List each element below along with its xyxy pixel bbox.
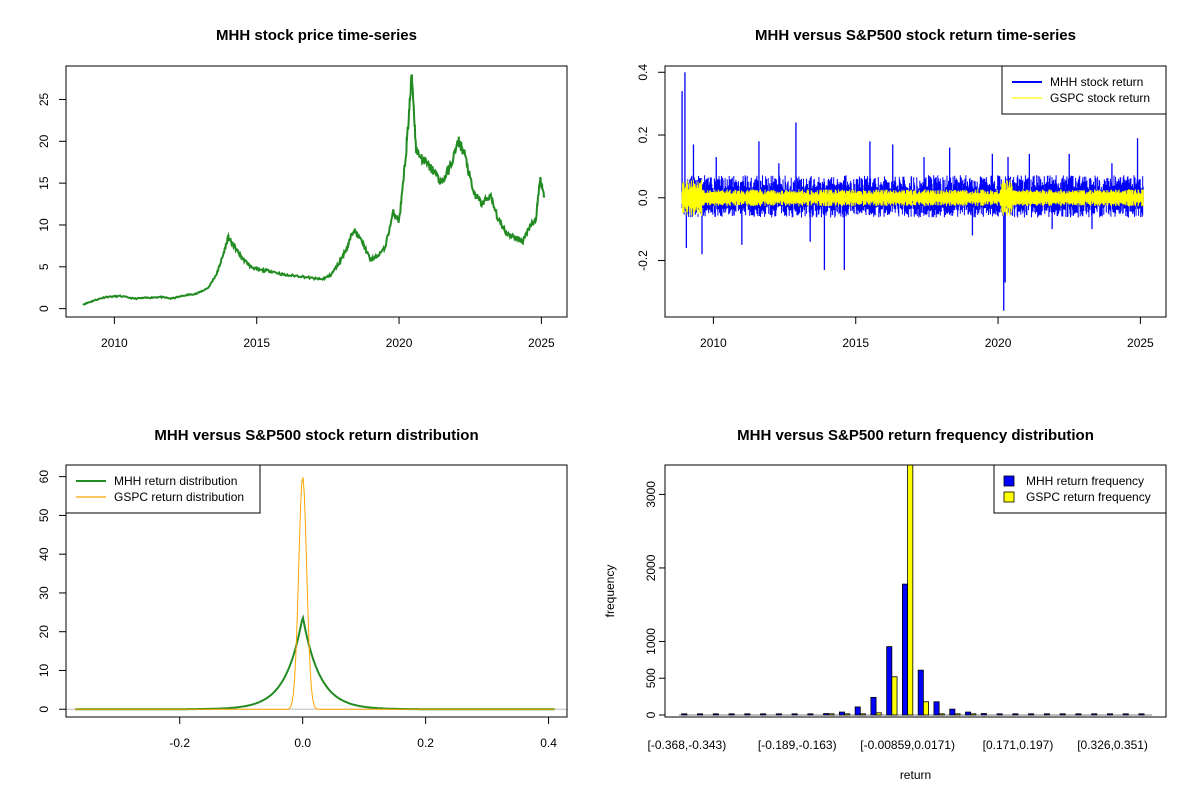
gspc-hist-bar — [891, 676, 898, 716]
y-tick-label: 10 — [37, 218, 51, 232]
x-tick-label: 2010 — [101, 336, 128, 350]
mhh-density-line — [75, 614, 555, 711]
x-axis-label: return — [900, 768, 931, 782]
plot-frame — [664, 464, 1167, 718]
y-tick-label: 20 — [37, 134, 51, 148]
legend-box — [993, 464, 1167, 514]
legend-box — [65, 464, 261, 514]
y-tick-label: 0.0 — [636, 189, 650, 206]
x-tick-label: 2015 — [842, 336, 869, 350]
y-tick-label: 10 — [37, 663, 51, 677]
x-tick-label: [0.326,0.351) — [1077, 738, 1148, 752]
hist-bars — [681, 465, 1145, 716]
mhh-hist-bar — [949, 708, 956, 716]
y-tick-label: 500 — [644, 668, 658, 688]
y-tick-label: -0.2 — [636, 250, 650, 271]
y-tick-label: 2000 — [644, 554, 658, 581]
x-tick-label: 2020 — [386, 336, 413, 350]
gspc-hist-bar — [907, 465, 914, 716]
y-tick-label: 20 — [37, 625, 51, 639]
x-tick-label: 2020 — [985, 336, 1012, 350]
y-tick-label: 5 — [37, 263, 51, 270]
legend — [65, 464, 261, 514]
y-tick-label: 50 — [37, 508, 51, 522]
x-tick-label: -0.2 — [169, 736, 190, 750]
gspc-hist-bar — [922, 701, 929, 716]
legend-swatch — [1003, 475, 1015, 487]
legend — [993, 464, 1167, 514]
gspc-density-line — [75, 477, 555, 710]
x-tick-label: [0.171,0.197) — [983, 738, 1054, 752]
y-tick-label: 0 — [37, 706, 51, 713]
y-tick-label: 15 — [37, 176, 51, 190]
x-tick-label: [-0.189,-0.163) — [758, 738, 837, 752]
y-tick-label: 40 — [37, 547, 51, 561]
gspc-return-band — [681, 179, 1144, 217]
chart-title: MHH stock price time-series — [216, 27, 417, 44]
mhh-hist-bar — [965, 711, 972, 716]
y-tick-label: 3000 — [644, 481, 658, 508]
x-tick-label: [-0.368,-0.343) — [648, 738, 727, 752]
x-tick-label: 2025 — [1127, 336, 1154, 350]
legend — [1001, 65, 1167, 115]
x-tick-label: 0.0 — [294, 736, 311, 750]
chart-title: MHH versus S&P500 return frequency distr… — [737, 427, 1094, 444]
y-tick-label: 0.2 — [636, 126, 650, 143]
x-tick-label: [-0.00859,0.0171) — [860, 738, 955, 752]
legend-swatch — [1003, 491, 1015, 503]
mhh-hist-bar — [838, 711, 845, 716]
x-tick-label: 0.4 — [540, 736, 557, 750]
mhh-hist-bar — [902, 583, 909, 716]
legend-label: MHH return frequency — [1026, 474, 1144, 488]
legend-label: MHH stock return — [1050, 75, 1143, 89]
mhh-hist-bar — [886, 646, 893, 716]
mhh-hist-bar — [933, 701, 940, 716]
legend-label: MHH return distribution — [114, 474, 237, 488]
y-axis-label: frequency — [603, 565, 617, 618]
x-tick-label: 2015 — [243, 336, 270, 350]
gspc-hist-bar — [875, 712, 882, 716]
legend-label: GSPC stock return — [1050, 91, 1150, 105]
price-series-line — [82, 74, 546, 306]
y-tick-label: 0.4 — [636, 64, 650, 81]
mhh-hist-bar — [917, 669, 924, 716]
y-tick-label: 30 — [37, 586, 51, 600]
mhh-hist-bar — [854, 706, 861, 716]
legend-label: GSPC return distribution — [114, 490, 244, 504]
legend-box — [1001, 65, 1167, 115]
chart-title: MHH versus S&P500 stock return time-seri… — [755, 27, 1076, 44]
x-tick-label: 0.2 — [417, 736, 434, 750]
y-tick-label: 60 — [37, 470, 51, 484]
y-tick-label: 1000 — [644, 628, 658, 655]
x-tick-label: 2025 — [528, 336, 555, 350]
chart-title: MHH versus S&P500 stock return distribut… — [154, 427, 478, 444]
y-tick-label: 25 — [37, 92, 51, 106]
x-tick-label: 2010 — [700, 336, 727, 350]
y-tick-label: 0 — [37, 305, 51, 312]
y-tick-label: 0 — [644, 711, 658, 718]
mhh-hist-bar — [870, 696, 877, 716]
plot-frame — [65, 65, 568, 318]
legend-label: GSPC return frequency — [1026, 490, 1151, 504]
